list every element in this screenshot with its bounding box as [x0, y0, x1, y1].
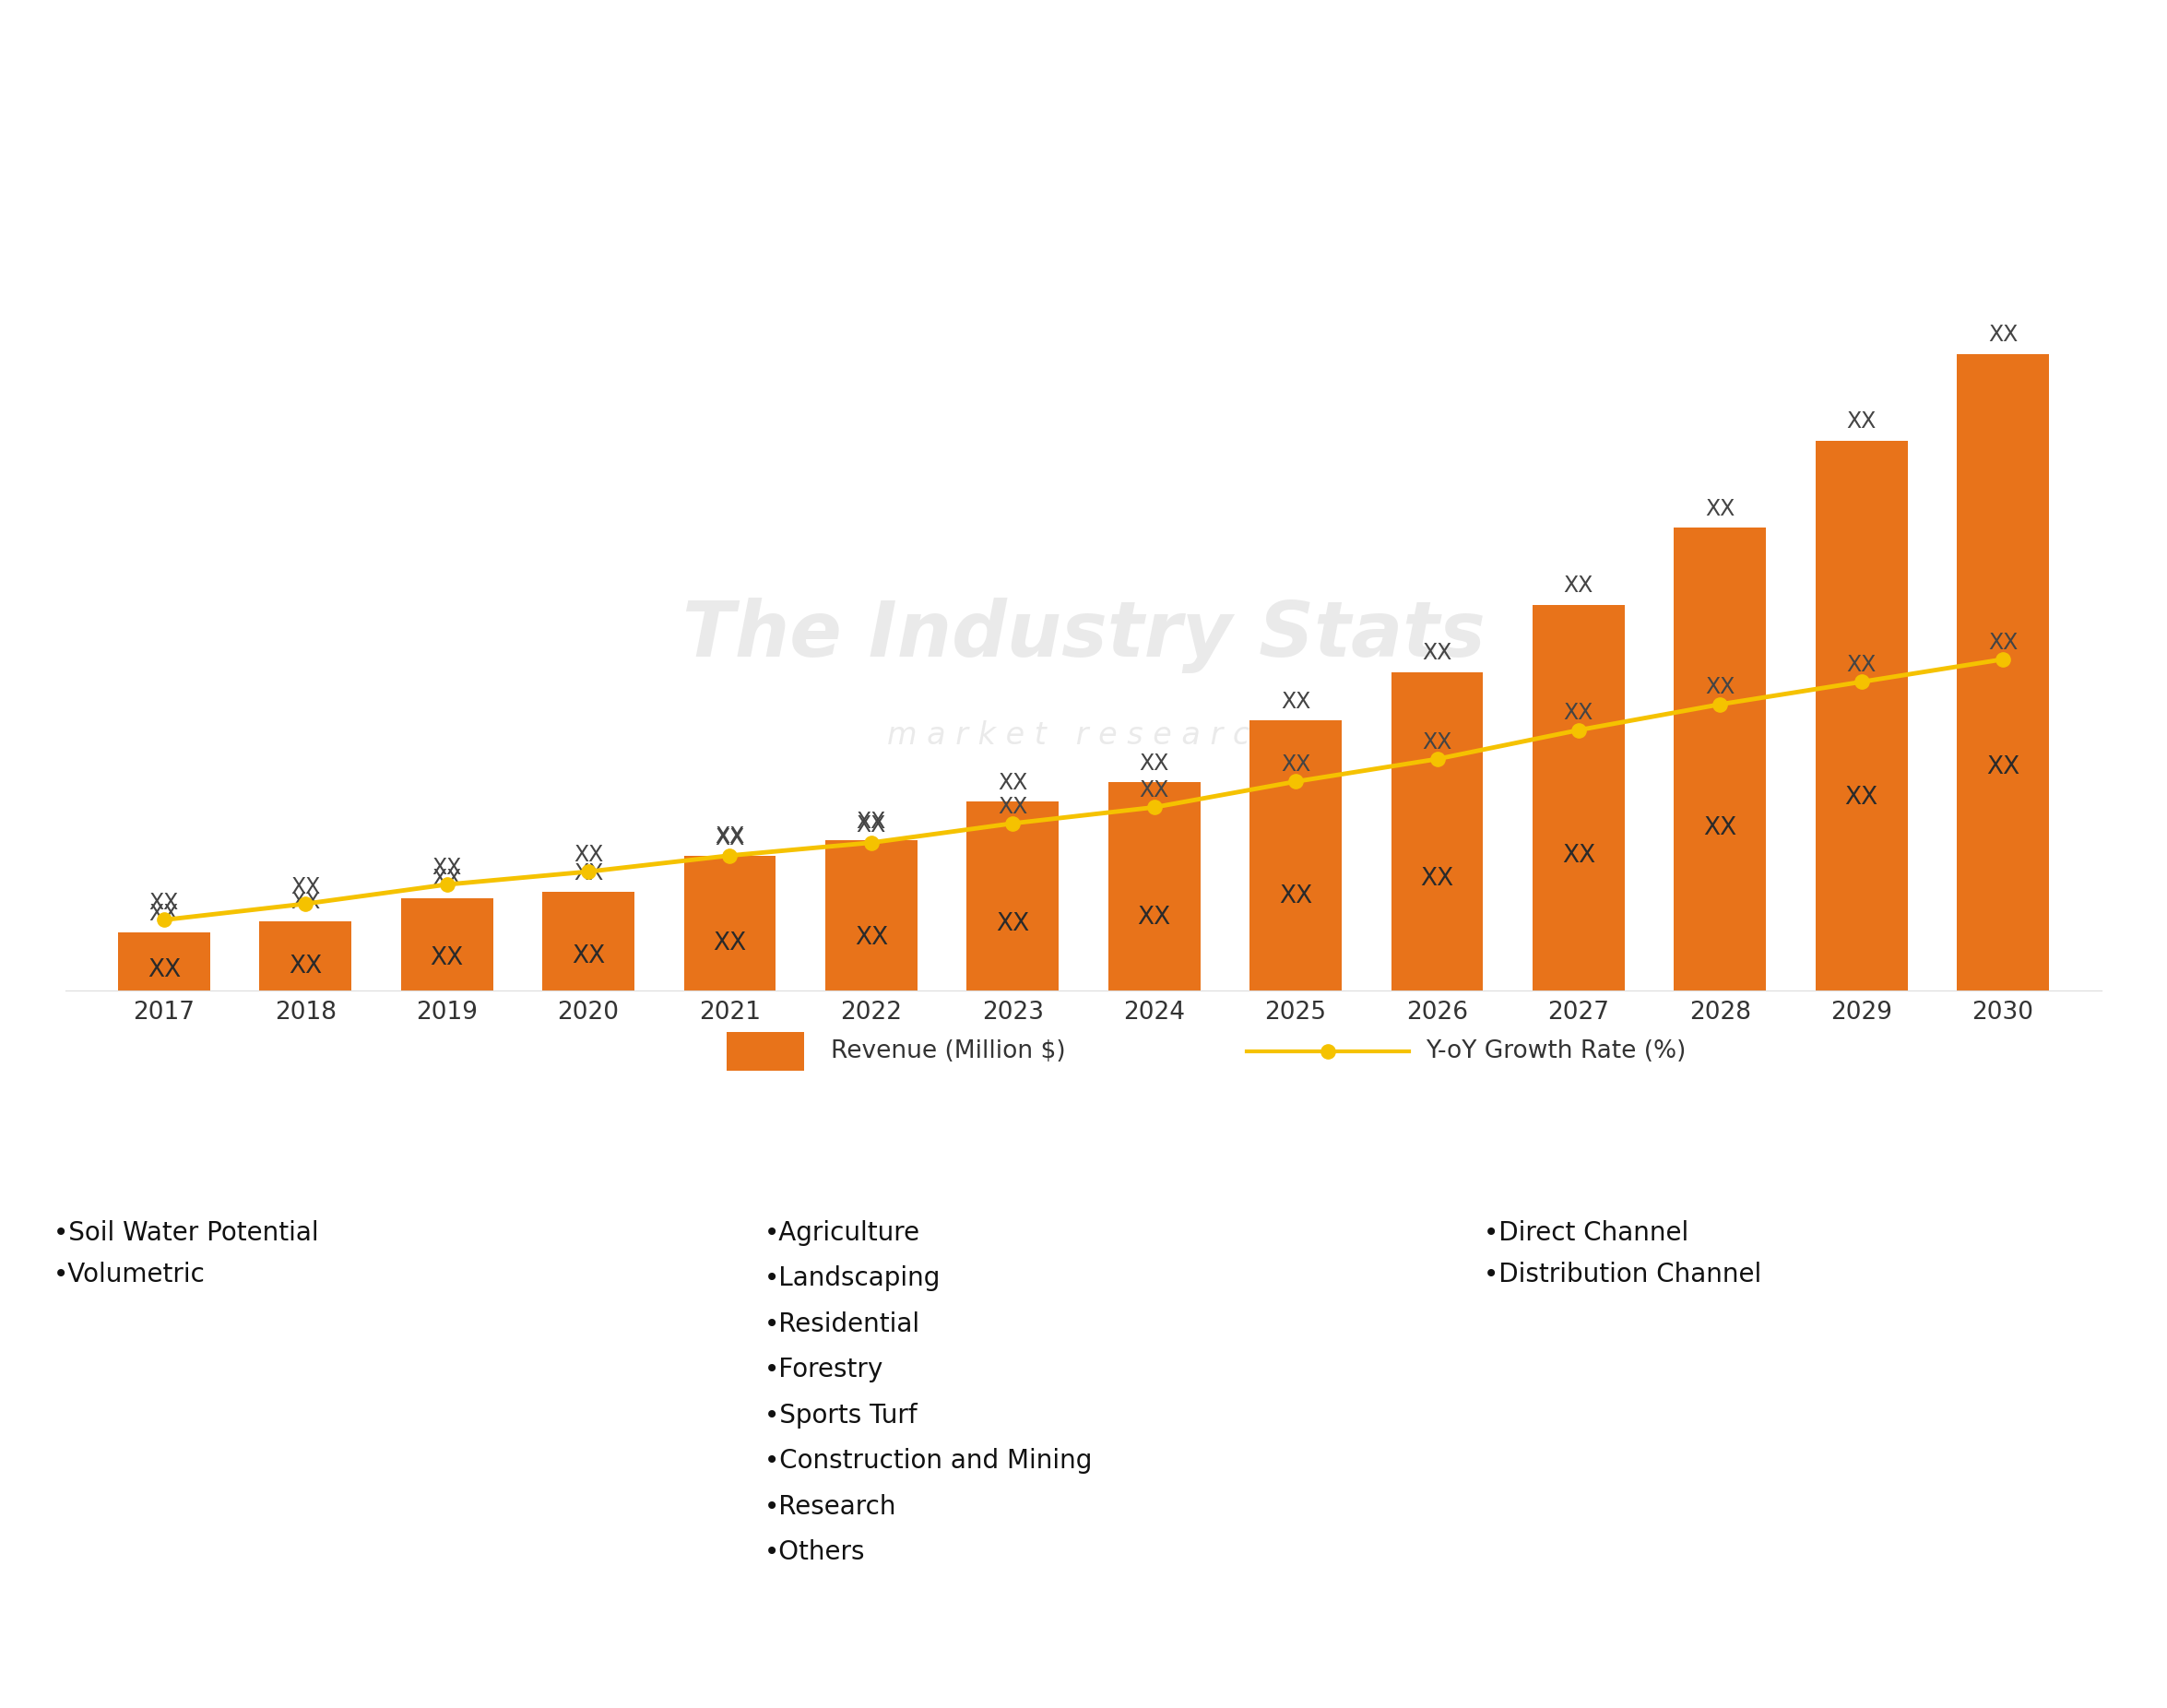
Text: •Direct Channel: •Direct Channel [1484, 1220, 1688, 1245]
Text: •Sports Turf: •Sports Turf [765, 1402, 917, 1428]
Text: XX: XX [1846, 410, 1877, 432]
Text: XX: XX [574, 863, 602, 885]
Text: XX: XX [1422, 642, 1452, 664]
Text: XX: XX [1140, 752, 1170, 774]
Bar [1107, 782, 1201, 991]
Text: XX: XX [1844, 786, 1879, 810]
Text: XX: XX [150, 904, 180, 926]
Text: •Forestry: •Forestry [765, 1356, 884, 1382]
Text: XX: XX [431, 857, 462, 878]
Text: Revenue (Million $): Revenue (Million $) [830, 1038, 1066, 1064]
Text: Source: Theindustrystats Analysis: Source: Theindustrystats Analysis [39, 1653, 483, 1674]
Bar [685, 856, 776, 991]
Text: XX: XX [1419, 868, 1454, 892]
Bar [1675, 528, 1766, 991]
Bar [826, 840, 917, 991]
Text: •Distribution Channel: •Distribution Channel [1484, 1262, 1762, 1288]
Text: •Residential: •Residential [765, 1312, 921, 1337]
Text: •Landscaping: •Landscaping [765, 1266, 940, 1291]
Text: XX: XX [1422, 731, 1452, 753]
Text: •Volumetric: •Volumetric [54, 1262, 206, 1288]
Text: XX: XX [854, 926, 888, 950]
Text: XX: XX [1703, 816, 1736, 840]
Bar [542, 892, 635, 991]
Text: XX: XX [1562, 844, 1595, 868]
Text: Email: sales@theindustrystats.com: Email: sales@theindustrystats.com [854, 1653, 1313, 1674]
Text: XX: XX [997, 796, 1027, 818]
Text: XX: XX [997, 912, 1029, 936]
Bar [1391, 673, 1482, 991]
Bar [1957, 354, 2050, 991]
Bar [117, 933, 210, 991]
Text: XX: XX [856, 815, 886, 837]
Text: XX: XX [1279, 885, 1313, 909]
Text: XX: XX [431, 946, 464, 970]
Bar [1250, 721, 1341, 991]
Text: Website: www.theindustrystats.com: Website: www.theindustrystats.com [1656, 1653, 2128, 1674]
Text: Y-oY Growth Rate (%): Y-oY Growth Rate (%) [1426, 1038, 1686, 1064]
Text: XX: XX [997, 772, 1027, 794]
Text: The Industry Stats: The Industry Stats [683, 598, 1484, 673]
Text: •Construction and Mining: •Construction and Mining [765, 1448, 1092, 1474]
Bar [260, 921, 351, 991]
Text: XX: XX [713, 931, 748, 955]
Text: XX: XX [1140, 779, 1170, 801]
Text: XX: XX [574, 844, 602, 866]
Text: Sales Channels: Sales Channels [1692, 1146, 1905, 1173]
Text: XX: XX [715, 825, 745, 847]
Bar [966, 801, 1060, 991]
Text: XX: XX [1987, 325, 2017, 347]
Text: •Agriculture: •Agriculture [765, 1220, 921, 1245]
Bar [1816, 441, 1907, 991]
Text: XX: XX [290, 876, 321, 898]
Text: XX: XX [1987, 632, 2017, 654]
Bar [728, 1032, 804, 1071]
Text: XX: XX [288, 955, 323, 979]
Text: XX: XX [1846, 654, 1877, 676]
Text: XX: XX [1987, 755, 2020, 781]
Text: Application: Application [1005, 1146, 1162, 1173]
Text: XX: XX [1705, 497, 1736, 519]
Text: XX: XX [1281, 753, 1311, 775]
Text: Fig. Global Soil Water Moisture Sensors Market Status and Outlook: Fig. Global Soil Water Moisture Sensors … [39, 31, 1493, 68]
Text: XX: XX [1565, 702, 1593, 724]
Text: Product Types: Product Types [271, 1146, 466, 1173]
Text: XX: XX [147, 958, 180, 982]
Text: XX: XX [1565, 576, 1593, 596]
Text: XX: XX [1138, 905, 1170, 929]
Text: XX: XX [290, 892, 321, 914]
Text: XX: XX [572, 945, 605, 968]
Text: XX: XX [1281, 690, 1311, 712]
Text: m a r k e t   r e s e a r c h: m a r k e t r e s e a r c h [888, 721, 1279, 752]
Text: XX: XX [856, 810, 886, 832]
Bar [1532, 605, 1625, 991]
Text: •Soil Water Potential: •Soil Water Potential [54, 1220, 319, 1245]
Text: XX: XX [431, 868, 462, 890]
Text: XX: XX [150, 892, 180, 914]
Text: •Others: •Others [765, 1539, 865, 1565]
Text: XX: XX [715, 828, 745, 851]
Text: •Research: •Research [765, 1493, 897, 1520]
Bar [401, 898, 492, 991]
Text: XX: XX [1705, 676, 1736, 699]
